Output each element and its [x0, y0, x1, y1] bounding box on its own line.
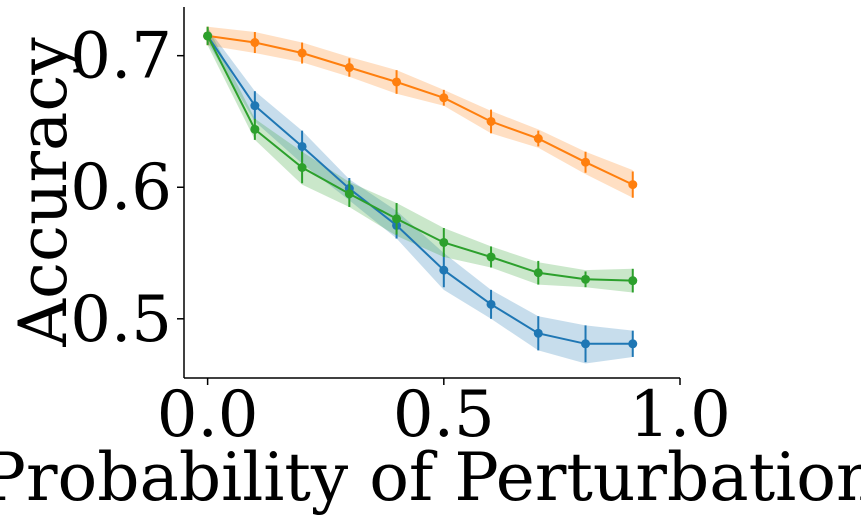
- data-point-blue: [486, 299, 496, 309]
- y-tick-label: 0.5: [70, 283, 172, 357]
- data-point-orange: [250, 38, 260, 48]
- x-tick-label: 1.0: [629, 378, 731, 452]
- data-point-green: [581, 274, 591, 284]
- data-point-green: [392, 214, 402, 224]
- data-point-green: [486, 252, 496, 262]
- axis-ticks: 0.5 0.6 0.7 0.0 0.5 1.0: [70, 20, 731, 452]
- data-point-orange: [297, 48, 307, 58]
- data-point-blue: [628, 339, 638, 349]
- data-point-green: [203, 31, 213, 41]
- x-tick-label: 0.5: [393, 378, 495, 452]
- x-axis-label: Probability of Perturbation: [0, 439, 861, 516]
- data-point-green: [297, 163, 307, 173]
- data-point-blue: [297, 141, 307, 151]
- data-point-orange: [628, 180, 638, 190]
- data-point-orange: [344, 63, 354, 73]
- series-line-orange: [207, 34, 634, 186]
- confidence-band-orange: [207, 26, 633, 198]
- data-point-green: [250, 124, 260, 134]
- plot-area: [203, 26, 638, 364]
- confidence-band-blue: [207, 28, 633, 364]
- data-point-green: [344, 189, 354, 199]
- y-tick-label: 0.6: [70, 151, 172, 225]
- data-point-blue: [250, 101, 260, 111]
- data-point-orange: [533, 134, 543, 144]
- data-point-orange: [439, 93, 449, 103]
- data-point-orange: [581, 157, 591, 167]
- data-point-green: [533, 268, 543, 278]
- y-tick-label: 0.7: [70, 20, 172, 94]
- series-line-green: [206, 35, 633, 282]
- data-point-green: [628, 276, 638, 286]
- y-axis-label: Accuracy: [5, 37, 82, 348]
- data-point-orange: [392, 77, 402, 87]
- data-point-blue: [581, 339, 591, 349]
- x-tick-label: 0.0: [157, 378, 259, 452]
- series-line-blue: [206, 35, 633, 345]
- data-point-blue: [439, 265, 449, 275]
- data-point-blue: [533, 328, 543, 338]
- data-point-green: [439, 237, 449, 247]
- data-point-orange: [486, 116, 496, 126]
